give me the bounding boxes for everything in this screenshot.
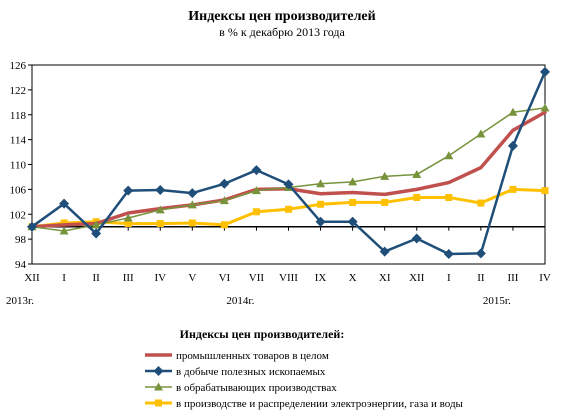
x-tick-label: VI [219, 272, 231, 284]
data-point [476, 129, 486, 138]
data-point [188, 219, 196, 227]
chart-title: Индексы цен производителей [188, 9, 375, 24]
x-tick-label: III [123, 272, 134, 284]
x-tick-label: VIII [279, 272, 298, 284]
y-tick-label: 106 [10, 184, 27, 196]
data-point [187, 188, 198, 199]
data-point [348, 177, 358, 186]
data-point [155, 184, 166, 195]
legend-label: промышленных товаров в целом [176, 350, 329, 362]
data-point [411, 233, 422, 244]
data-point [381, 198, 389, 206]
x-tick-label: IV [154, 272, 166, 284]
data-point [509, 185, 517, 193]
data-point [317, 200, 325, 208]
y-tick-label: 110 [10, 160, 27, 172]
year-label: 2015г. [483, 295, 511, 307]
data-point [91, 220, 101, 229]
data-point [123, 185, 134, 196]
x-tick-label: II [92, 272, 100, 284]
y-tick-label: 98 [15, 234, 27, 246]
x-tick-label: X [349, 272, 357, 284]
y-tick-label: 114 [10, 135, 27, 147]
x-tick-label: XII [24, 272, 40, 284]
data-point [475, 248, 486, 259]
series-1 [27, 66, 550, 260]
x-tick-label: XII [409, 272, 425, 284]
plot-area [31, 64, 546, 265]
x-tick-label: IV [539, 272, 551, 284]
data-point [187, 200, 197, 209]
data-point [285, 205, 292, 213]
data-point [507, 140, 518, 151]
data-point [413, 193, 421, 201]
data-point [445, 193, 453, 201]
legend-item: промышленных товаров в целом [145, 350, 329, 362]
series-layer [27, 66, 550, 260]
year-label: 2013г. [6, 295, 34, 307]
data-point [124, 220, 132, 228]
data-point [251, 165, 262, 176]
y-tick-label: 118 [10, 110, 27, 122]
x-tick-label: XI [379, 272, 391, 284]
y-axis: 94 98 102 106 110 114 118 122 126 [10, 60, 32, 271]
year-label: 2014г. [226, 295, 254, 307]
data-point [219, 196, 229, 205]
data-point [252, 208, 260, 216]
data-point [444, 151, 454, 160]
data-point [153, 366, 164, 376]
legend-item: в обрабатывающих производствах [145, 382, 337, 394]
x-tick-label: I [447, 272, 451, 284]
data-point [60, 219, 68, 227]
x-tick-label: II [477, 272, 485, 284]
legend: Индексы цен производителей: промышленных… [145, 327, 464, 410]
data-point [477, 199, 485, 207]
data-point [154, 382, 163, 391]
legend-item: в производстве и распределении электроэн… [145, 398, 464, 410]
plot-frame [31, 64, 546, 265]
x-tick-label: III [507, 272, 518, 284]
x-axis: XII I II III IV V VI VII VIII IX X XI XII I II III IV201… [6, 226, 551, 307]
legend-title: Индексы цен производителей: [180, 327, 345, 341]
x-tick-label: VII [249, 272, 265, 284]
data-point [380, 171, 390, 180]
data-point [155, 205, 165, 214]
y-tick-label: 102 [10, 209, 27, 221]
data-point [220, 221, 228, 229]
legend-label: в добыче полезных ископаемых [176, 366, 326, 378]
data-point [27, 221, 37, 232]
data-point [91, 228, 102, 239]
data-point [315, 216, 326, 227]
data-point [155, 399, 162, 407]
data-point [540, 66, 550, 77]
chart-subtitle: в % к декабрю 2013 года [219, 25, 345, 39]
x-tick-label: IX [315, 272, 327, 284]
data-point [508, 107, 518, 116]
data-point [251, 186, 261, 195]
data-point [412, 169, 422, 178]
data-point [379, 246, 390, 257]
legend-label: в производстве и распределении электроэн… [176, 398, 464, 410]
data-point [347, 216, 358, 227]
data-point [316, 179, 326, 188]
data-point [540, 103, 550, 112]
data-point [156, 220, 164, 228]
legend-label: в обрабатывающих производствах [176, 382, 337, 394]
data-point [443, 249, 454, 260]
y-tick-label: 94 [15, 259, 27, 271]
data-point [59, 198, 70, 209]
y-tick-label: 126 [10, 60, 27, 72]
data-point [219, 178, 230, 189]
y-tick-label: 122 [10, 85, 27, 97]
data-point [541, 187, 549, 195]
legend-item: в добыче полезных ископаемых [145, 366, 326, 378]
data-point [59, 226, 69, 235]
data-point [283, 179, 294, 190]
data-point [349, 198, 357, 206]
x-tick-label: V [188, 272, 196, 284]
x-tick-label: I [62, 272, 66, 284]
data-point [123, 213, 133, 222]
